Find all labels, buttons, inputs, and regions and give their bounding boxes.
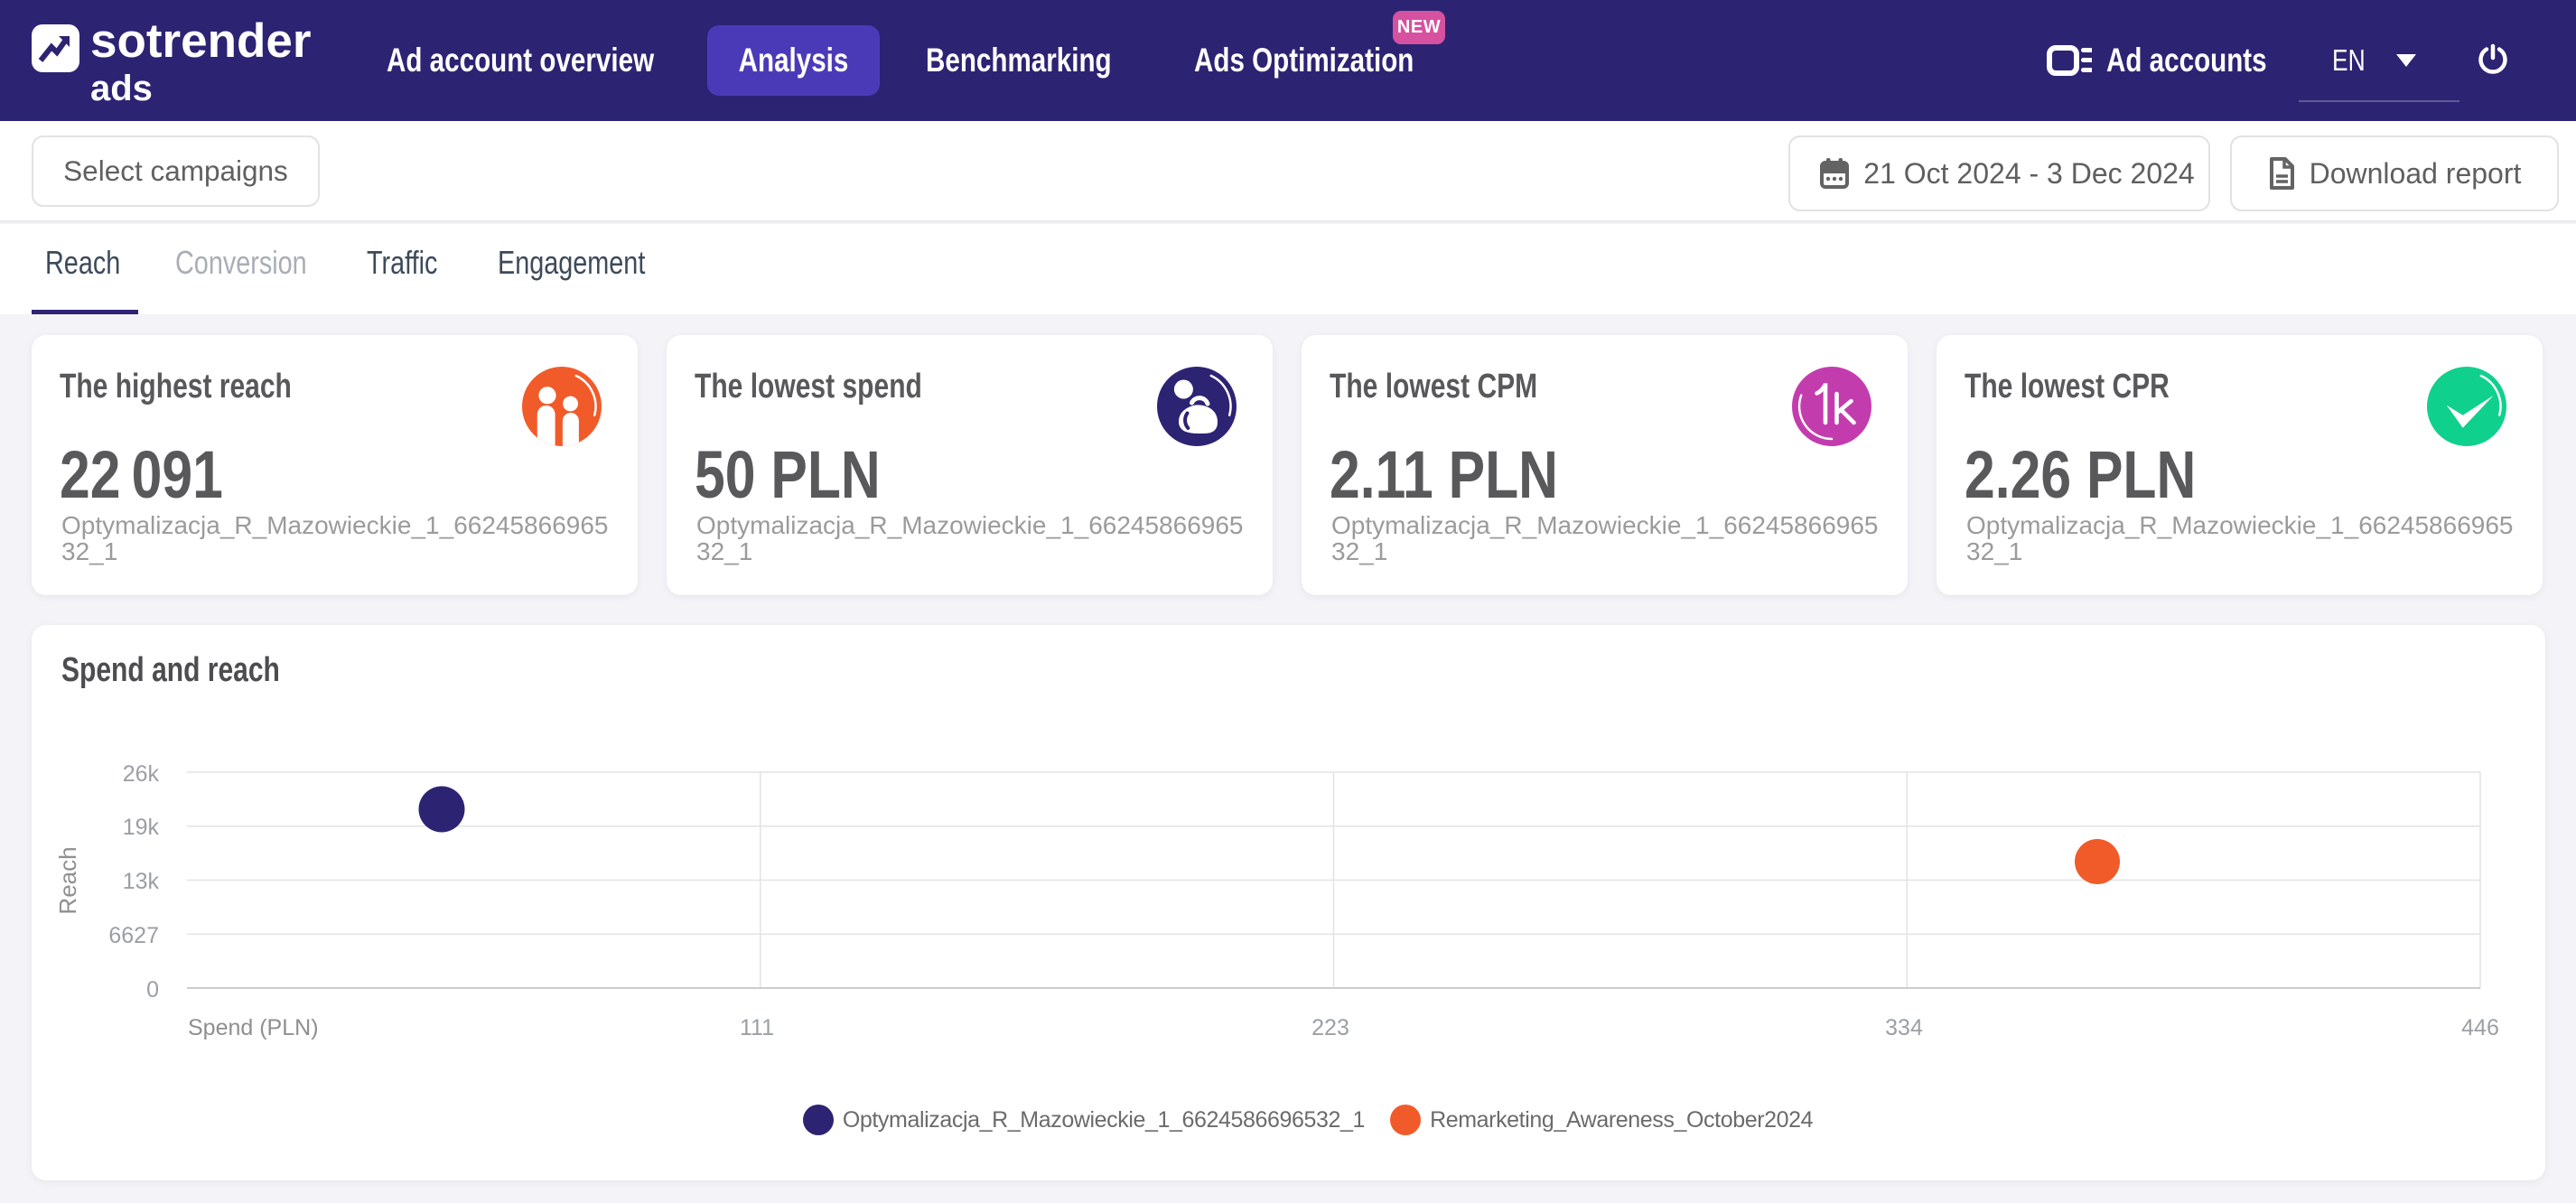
- svg-text:111: 111: [740, 1015, 774, 1040]
- svg-text:223: 223: [1311, 1015, 1349, 1040]
- svg-text:0: 0: [146, 977, 159, 1002]
- svg-text:334: 334: [1885, 1015, 1923, 1040]
- svg-text:26k: 26k: [123, 761, 160, 787]
- svg-text:Spend (PLN): Spend (PLN): [188, 1015, 319, 1040]
- svg-text:19k: 19k: [123, 815, 160, 840]
- svg-text:6627: 6627: [108, 923, 159, 948]
- svg-text:446: 446: [2461, 1015, 2499, 1040]
- svg-text:Reach: Reach: [54, 846, 81, 914]
- svg-text:13k: 13k: [123, 869, 160, 894]
